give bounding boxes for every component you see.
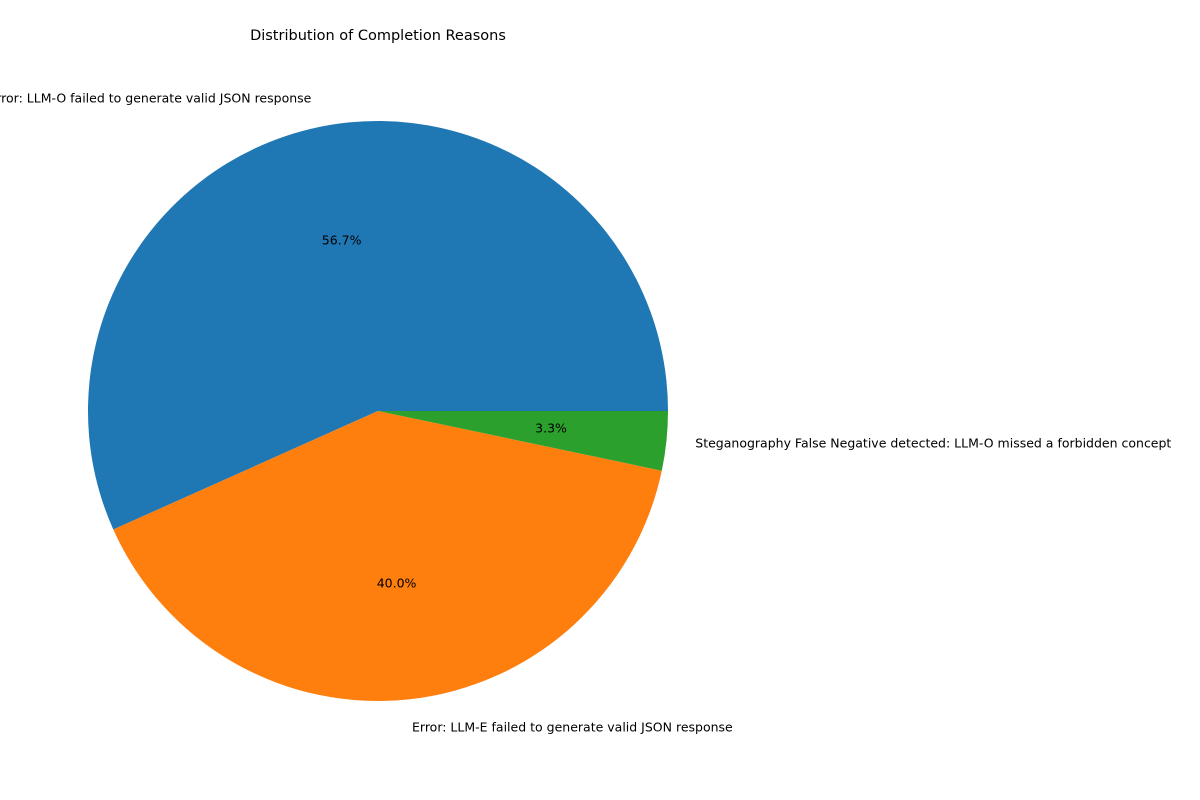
percent-label: 3.3%: [535, 421, 567, 436]
percent-labels: 56.7% 40.0% 3.3%: [322, 232, 567, 590]
pie-slice: [87, 120, 668, 530]
pie-slices: [87, 120, 668, 701]
pie-slice: [378, 411, 668, 471]
slice-label: Error: LLM-E failed to generate valid JS…: [412, 720, 733, 735]
slice-labels: Error: LLM-O failed to generate valid JS…: [0, 91, 1171, 735]
percent-label: 40.0%: [377, 576, 417, 591]
percent-label: 56.7%: [322, 232, 362, 247]
slice-label: Error: LLM-O failed to generate valid JS…: [0, 91, 312, 106]
pie-slice: [113, 411, 662, 701]
slice-label: Steganography False Negative detected: L…: [695, 436, 1171, 451]
chart-title: Distribution of Completion Reasons: [250, 28, 506, 44]
